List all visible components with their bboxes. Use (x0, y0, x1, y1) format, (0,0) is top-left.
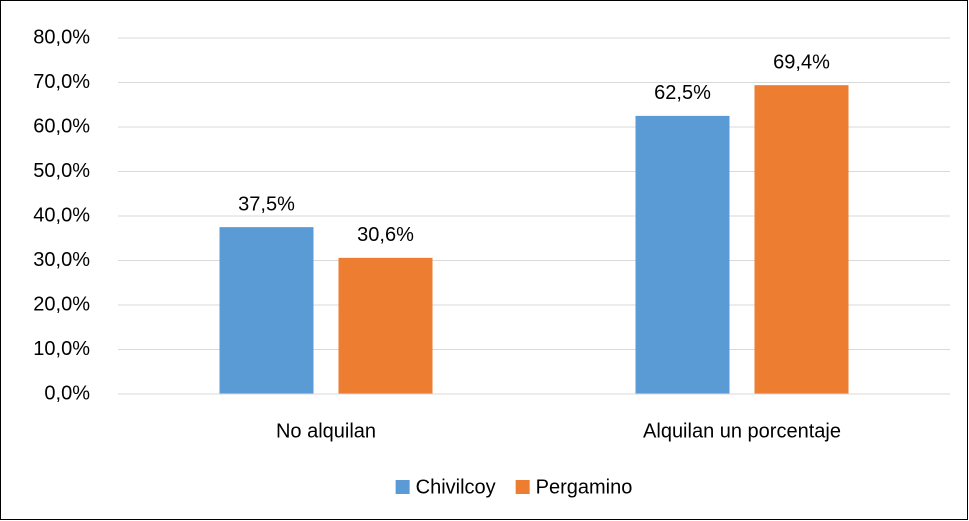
y-tick-label: 10,0% (33, 338, 90, 360)
y-tick-label: 0,0% (44, 382, 90, 404)
y-tick-label: 30,0% (33, 249, 90, 271)
data-label: 30,6% (357, 224, 414, 246)
data-label: 69,4% (773, 51, 830, 73)
legend-label: Chivilcoy (416, 476, 496, 498)
x-tick-label: Alquilan un porcentaje (643, 420, 841, 442)
legend-swatch (515, 480, 530, 494)
bar (219, 227, 314, 394)
bar (754, 85, 849, 395)
y-tick-label: 40,0% (33, 204, 90, 226)
y-tick-label: 80,0% (33, 26, 90, 48)
legend-label: Pergamino (536, 476, 633, 498)
bar (635, 115, 730, 394)
data-label: 37,5% (238, 193, 295, 215)
y-tick-label: 70,0% (33, 71, 90, 93)
y-tick-label: 60,0% (33, 115, 90, 137)
bar (338, 257, 433, 394)
y-tick-label: 20,0% (33, 293, 90, 315)
x-tick-label: No alquilan (276, 420, 376, 442)
legend-swatch (395, 480, 410, 494)
data-label: 62,5% (654, 82, 711, 104)
y-tick-label: 50,0% (33, 160, 90, 182)
